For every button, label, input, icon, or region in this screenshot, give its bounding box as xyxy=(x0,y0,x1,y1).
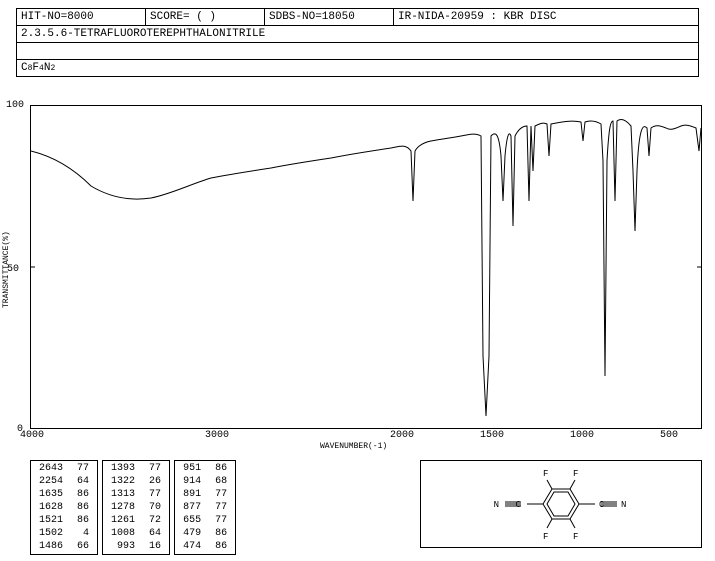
peak-cell: 1502 xyxy=(33,528,69,539)
peak-cell: 4 xyxy=(71,528,95,539)
peak-cell: 86 xyxy=(71,489,95,500)
peak-cell: 1261 xyxy=(105,515,141,526)
ir-info: IR-NIDA-20959 : KBR DISC xyxy=(394,9,698,25)
peak-cell: 77 xyxy=(209,515,233,526)
peak-cell: 1521 xyxy=(33,515,69,526)
peak-cell: 1313 xyxy=(105,489,141,500)
peak-cell: 891 xyxy=(177,489,207,500)
spectrum-chart xyxy=(30,105,702,429)
peak-cell: 2643 xyxy=(33,463,69,474)
peak-cell: 877 xyxy=(177,502,207,513)
xtick: 4000 xyxy=(20,430,44,441)
svg-text:C: C xyxy=(599,500,605,510)
peak-cell: 77 xyxy=(209,489,233,500)
atom-f: F xyxy=(573,532,578,542)
peak-cell: 86 xyxy=(71,515,95,526)
atom-f: F xyxy=(543,532,548,542)
x-axis-label: WAVENUMBER(-1) xyxy=(320,442,387,451)
peak-cell: 77 xyxy=(143,489,167,500)
xtick: 2000 xyxy=(390,430,414,441)
svg-text:C: C xyxy=(516,500,522,510)
peak-cell: 479 xyxy=(177,528,207,539)
peak-cell: 70 xyxy=(143,502,167,513)
peak-cell: 1008 xyxy=(105,528,141,539)
peak-cell: 86 xyxy=(209,528,233,539)
peak-cell: 914 xyxy=(177,476,207,487)
peak-cell: 77 xyxy=(71,463,95,474)
peak-cell: 1635 xyxy=(33,489,69,500)
xtick: 1500 xyxy=(480,430,504,441)
peak-cell: 77 xyxy=(143,463,167,474)
peak-cell: 655 xyxy=(177,515,207,526)
peak-cell: 66 xyxy=(71,541,95,552)
peak-table-1: 2643772254641635861628861521861502414866… xyxy=(30,460,98,555)
hit-no: HIT-NO=8000 xyxy=(17,9,146,25)
xtick: 3000 xyxy=(205,430,229,441)
peak-cell: 77 xyxy=(209,502,233,513)
formula: C8F4N2 xyxy=(16,59,699,77)
xtick: 1000 xyxy=(570,430,594,441)
peak-cell: 86 xyxy=(209,463,233,474)
compound-name: 2.3.5.6-TETRAFLUOROTEREPHTHALONITRILE xyxy=(16,26,699,43)
ytick-100: 100 xyxy=(6,100,24,111)
peak-cell: 26 xyxy=(143,476,167,487)
peak-cell: 1393 xyxy=(105,463,141,474)
atom-n: N xyxy=(621,500,626,510)
header-row: HIT-NO=8000 SCORE= ( ) SDBS-NO=18050 IR-… xyxy=(16,8,699,26)
xtick: 500 xyxy=(660,430,678,441)
score: SCORE= ( ) xyxy=(146,9,265,25)
peak-cell: 72 xyxy=(143,515,167,526)
peak-cell: 1278 xyxy=(105,502,141,513)
spectrum-line xyxy=(31,120,701,416)
peak-cell: 64 xyxy=(71,476,95,487)
structure-diagram: F F F F C N C N xyxy=(420,460,702,548)
peak-tables: 2643772254641635861628861521861502414866… xyxy=(30,460,236,555)
peak-cell: 1628 xyxy=(33,502,69,513)
gap-row xyxy=(16,43,699,59)
peak-cell: 1486 xyxy=(33,541,69,552)
atom-f: F xyxy=(543,469,548,479)
peak-cell: 68 xyxy=(209,476,233,487)
peak-cell: 16 xyxy=(143,541,167,552)
atom-n: N xyxy=(494,500,499,510)
peak-cell: 474 xyxy=(177,541,207,552)
peak-cell: 1322 xyxy=(105,476,141,487)
y-axis-label: TRANSMITTANCE(%) xyxy=(2,231,11,308)
peak-cell: 2254 xyxy=(33,476,69,487)
peak-table-3: 95186914688917787777655774798647486 xyxy=(174,460,236,555)
atom-f: F xyxy=(573,469,578,479)
peak-table-2: 1393771322261313771278701261721008649931… xyxy=(102,460,170,555)
peak-cell: 86 xyxy=(209,541,233,552)
peak-cell: 64 xyxy=(143,528,167,539)
sdbs-no: SDBS-NO=18050 xyxy=(265,9,394,25)
peak-cell: 951 xyxy=(177,463,207,474)
peak-cell: 86 xyxy=(71,502,95,513)
peak-cell: 993 xyxy=(105,541,141,552)
